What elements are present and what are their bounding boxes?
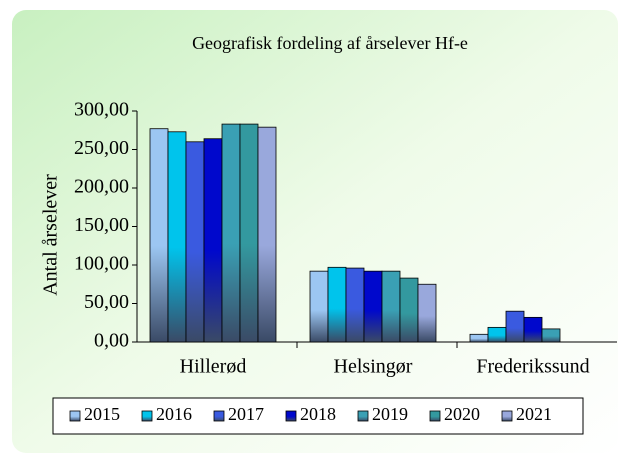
bar <box>417 283 437 343</box>
bar <box>203 138 223 343</box>
bar <box>505 310 525 343</box>
y-tick-label: 200,00 <box>74 176 129 198</box>
legend-swatch <box>213 410 225 422</box>
legend-label: 2020 <box>444 404 480 424</box>
bar <box>309 270 329 343</box>
bar <box>399 277 419 343</box>
bar <box>149 128 169 343</box>
y-tick-label: 100,00 <box>74 253 129 275</box>
y-tick-label: 150,00 <box>74 214 129 236</box>
bar <box>167 131 187 343</box>
bar <box>523 316 543 343</box>
legend-label: 2015 <box>84 404 120 424</box>
x-tick-label: Frederikssund <box>476 356 589 378</box>
legend-label: 2016 <box>156 404 192 424</box>
x-tick-label: Hillerød <box>180 356 247 378</box>
bar <box>381 270 401 343</box>
y-tick-label: 300,00 <box>74 99 129 121</box>
y-tick-label: 0,00 <box>94 330 129 352</box>
bar <box>345 267 365 343</box>
legend-swatch <box>141 410 153 422</box>
bar <box>487 326 507 343</box>
y-axis-label: Antal årselever <box>40 174 62 296</box>
legend-swatch <box>357 410 369 422</box>
bar <box>363 270 383 343</box>
legend-label: 2019 <box>372 404 408 424</box>
legend-box <box>52 397 584 435</box>
bar <box>469 333 489 343</box>
legend-swatch <box>501 410 513 422</box>
legend-label: 2021 <box>516 404 552 424</box>
legend-label: 2017 <box>228 404 264 424</box>
bar <box>185 141 205 343</box>
legend-swatch <box>285 410 297 422</box>
bar <box>239 123 259 343</box>
legend-label: 2018 <box>300 404 336 424</box>
bar <box>541 328 561 343</box>
bar <box>221 123 241 343</box>
legend-swatch <box>429 410 441 422</box>
legend-swatch <box>69 410 81 422</box>
bar <box>327 266 347 343</box>
chart-title: Geografisk fordeling af årselever Hf-e <box>192 33 468 53</box>
bar <box>257 126 277 343</box>
y-tick-label: 50,00 <box>84 291 129 313</box>
x-tick-label: Helsingør <box>334 356 413 378</box>
y-tick-label: 250,00 <box>74 137 129 159</box>
